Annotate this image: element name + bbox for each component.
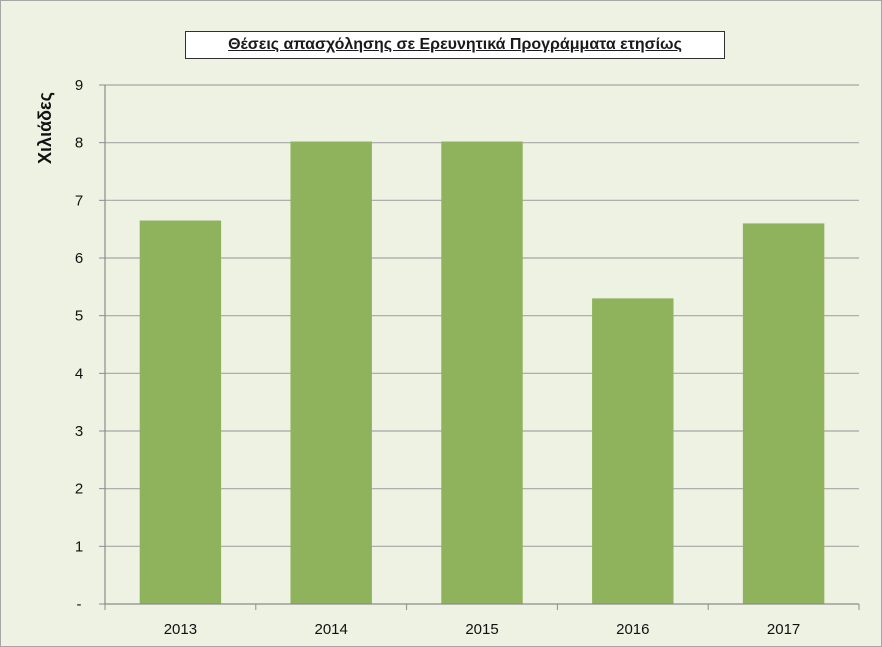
y-tick-label: 9 [75, 77, 83, 94]
x-tick-label: 2017 [767, 621, 800, 638]
x-tick-label: 2014 [315, 621, 348, 638]
y-tick-label: - [77, 596, 82, 613]
bar [441, 141, 523, 604]
y-tick-label: 8 [75, 135, 83, 152]
axes [99, 84, 860, 610]
bar [592, 298, 674, 604]
x-tick-labels: 2013 2014 2015 2016 2017 [164, 621, 801, 638]
y-tick-labels: - 1 2 3 4 5 6 7 8 9 [75, 77, 83, 613]
y-tick-label: 3 [75, 423, 83, 440]
y-axis-title: Χιλιάδες [35, 92, 55, 164]
y-tick-label: 7 [75, 192, 83, 209]
y-tick-label: 2 [75, 481, 83, 498]
x-tick-label: 2015 [465, 621, 498, 638]
chart-title: Θέσεις απασχόλησης σε Ερευνητικά Προγράμ… [185, 31, 725, 59]
bar [139, 220, 222, 604]
x-tick-label: 2013 [164, 621, 197, 638]
x-tick-label: 2016 [616, 621, 649, 638]
bar-series [139, 141, 825, 604]
y-tick-label: 6 [75, 250, 83, 267]
y-tick-label: 1 [75, 538, 83, 555]
y-tick-label: 4 [75, 365, 83, 382]
bar [742, 223, 825, 604]
bar [290, 141, 372, 604]
y-tick-label: 5 [75, 308, 83, 325]
